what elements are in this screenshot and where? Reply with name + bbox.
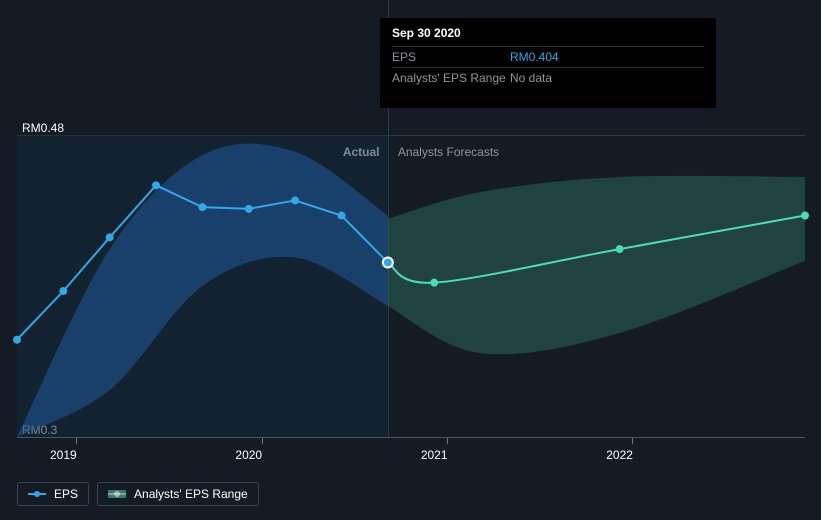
- tooltip-row-value: RM0.404: [510, 50, 704, 64]
- actual-point: [13, 336, 21, 344]
- legend-item-eps[interactable]: EPS: [17, 482, 89, 506]
- forecast-band: [388, 176, 805, 354]
- legend-item-range[interactable]: Analysts' EPS Range: [97, 482, 259, 506]
- actual-point: [337, 212, 345, 220]
- forecast-point: [616, 245, 624, 253]
- x-axis: 2019202020212022: [17, 437, 805, 438]
- actual-point: [152, 181, 160, 189]
- actual-point: [106, 233, 114, 241]
- tooltip-row: EPSRM0.404: [392, 46, 704, 67]
- forecast-point: [430, 279, 438, 287]
- highlight-point: [383, 258, 393, 268]
- x-tick: 2021: [434, 438, 461, 462]
- legend: EPS Analysts' EPS Range: [17, 482, 259, 506]
- tooltip-date: Sep 30 2020: [392, 26, 704, 40]
- legend-label: EPS: [54, 487, 78, 501]
- chart-container: RM0.48 RM0.3 Actual Analysts Forecasts 2…: [0, 0, 821, 520]
- legend-swatch-icon: [28, 490, 46, 498]
- actual-point: [245, 205, 253, 213]
- forecast-point: [801, 212, 809, 220]
- tooltip-row-value: No data: [510, 71, 704, 85]
- x-tick: 2022: [620, 438, 647, 462]
- x-tick: 2019: [63, 438, 90, 462]
- actual-point: [291, 196, 299, 204]
- actual-point: [198, 203, 206, 211]
- legend-swatch-icon: [108, 490, 126, 498]
- legend-label: Analysts' EPS Range: [134, 487, 248, 501]
- tooltip-row: Analysts' EPS RangeNo data: [392, 67, 704, 88]
- x-tick: 2020: [249, 438, 276, 462]
- actual-point: [59, 287, 67, 295]
- tooltip-row-label: EPS: [392, 50, 510, 64]
- tooltip-row-label: Analysts' EPS Range: [392, 71, 510, 85]
- tooltip: Sep 30 2020 EPSRM0.404Analysts' EPS Rang…: [380, 18, 716, 108]
